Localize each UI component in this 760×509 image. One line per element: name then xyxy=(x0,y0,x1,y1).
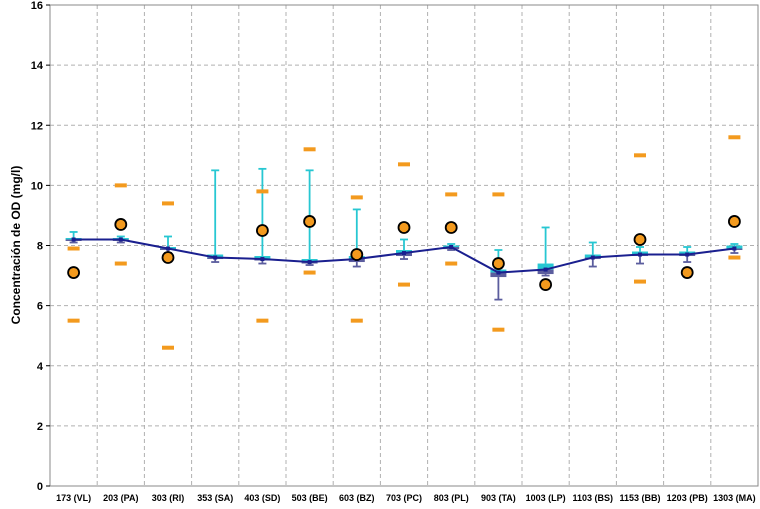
mean-point xyxy=(303,215,317,228)
x-tick-label: 303 (RI) xyxy=(152,493,185,503)
max-marker xyxy=(114,183,127,188)
x-tick-label: 403 (SD) xyxy=(244,493,280,503)
x-tick-label: 503 (BE) xyxy=(292,493,328,503)
mean-point xyxy=(350,248,364,261)
median-point xyxy=(638,252,642,257)
mean-point xyxy=(491,257,505,270)
min-marker xyxy=(67,318,80,323)
x-tick-label: 1153 (BB) xyxy=(619,493,660,503)
y-tick-label: 14 xyxy=(31,60,44,72)
median-point xyxy=(260,257,265,262)
max-marker xyxy=(67,246,80,251)
median-point xyxy=(685,252,690,257)
x-tick-label: 603 (BZ) xyxy=(339,493,375,503)
median-point xyxy=(449,245,454,250)
min-marker xyxy=(256,318,269,323)
mean-point xyxy=(680,266,694,279)
max-marker xyxy=(492,192,505,197)
min-marker xyxy=(114,261,127,266)
min-marker xyxy=(634,279,646,284)
min-marker xyxy=(162,345,174,350)
mean-point xyxy=(728,215,741,228)
x-tick-label: 353 (SA) xyxy=(197,493,233,503)
median-point xyxy=(71,237,76,242)
mean-point xyxy=(114,218,128,231)
min-marker xyxy=(398,282,410,287)
max-marker xyxy=(398,162,410,167)
mean-point xyxy=(67,266,80,279)
y-axis: 0 2 4 6 8 10 12 14 16 xyxy=(31,0,50,493)
max-marker xyxy=(162,201,174,206)
median-point xyxy=(543,267,548,272)
median-point xyxy=(496,270,501,275)
min-marker xyxy=(303,270,316,275)
y-axis-label: Concentración de OD (mg/l) xyxy=(9,166,23,325)
box-upper xyxy=(537,263,554,270)
y-tick-label: 12 xyxy=(31,120,43,132)
x-tick-label: 173 (VL) xyxy=(56,493,91,503)
x-tick-label: 703 (PC) xyxy=(386,493,422,503)
max-marker xyxy=(350,195,363,200)
y-tick-label: 10 xyxy=(31,180,43,192)
max-marker xyxy=(303,147,316,152)
max-marker xyxy=(634,153,646,158)
median-point xyxy=(402,251,406,256)
x-tick-label: 1203 (PB) xyxy=(667,493,708,503)
median-point xyxy=(590,255,595,260)
x-tick-label: 1303 (MA) xyxy=(713,493,756,503)
mean-point xyxy=(161,251,175,264)
x-axis: 173 (VL) 203 (PA) 303 (RI) 353 (SA) 403 (SD)… xyxy=(56,493,756,503)
x-tick-label: 1003 (LP) xyxy=(526,493,566,503)
mean-point xyxy=(255,224,269,237)
box-lower xyxy=(490,272,507,278)
mean-point xyxy=(444,221,458,234)
min-marker xyxy=(350,318,363,323)
y-tick-label: 2 xyxy=(37,421,43,433)
min-marker xyxy=(445,261,458,266)
median-point xyxy=(307,260,312,265)
mean-point xyxy=(633,233,647,246)
min-marker xyxy=(492,327,505,332)
y-tick-label: 4 xyxy=(37,361,44,373)
max-marker xyxy=(728,135,741,140)
median-line-layer xyxy=(71,237,737,275)
median-point xyxy=(213,255,218,260)
mean-point xyxy=(539,278,552,291)
max-marker xyxy=(445,192,458,197)
median-point xyxy=(118,237,123,242)
max-marker xyxy=(256,189,269,194)
median-point xyxy=(732,246,737,251)
box-lower xyxy=(537,269,554,275)
x-tick-label: 1103 (BS) xyxy=(573,493,614,503)
y-tick-label: 6 xyxy=(37,301,43,313)
x-tick-label: 903 (TA) xyxy=(481,493,516,503)
x-tick-label: 203 (PA) xyxy=(103,493,138,503)
mean-point xyxy=(397,221,411,234)
median-point xyxy=(166,246,170,251)
boxes-layer xyxy=(65,167,743,301)
y-tick-label: 8 xyxy=(37,241,43,253)
y-tick-label: 0 xyxy=(37,481,43,493)
min-marker xyxy=(728,255,741,260)
markers-layer xyxy=(67,135,741,350)
x-tick-label: 803 (PL) xyxy=(434,493,469,503)
y-tick-label: 16 xyxy=(31,0,43,12)
